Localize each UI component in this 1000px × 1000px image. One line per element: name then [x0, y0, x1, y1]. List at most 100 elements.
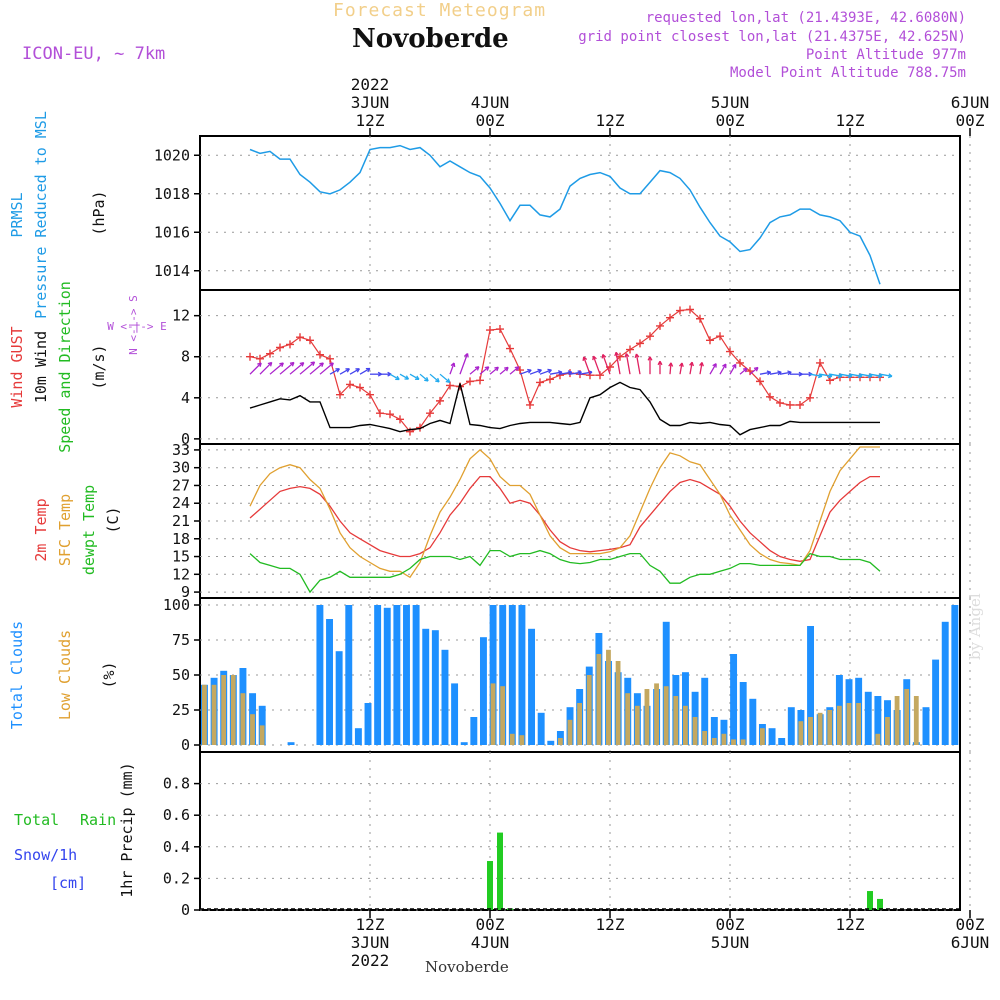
wind-arrow [839, 373, 853, 377]
low-cloud-bar [654, 683, 659, 745]
low-cloud-bar [692, 717, 698, 745]
wind-arrow-head [689, 361, 695, 367]
precip-unit: 1hr Precip (mm) [118, 762, 136, 897]
wind-arrow-head [742, 367, 748, 373]
gust-marker [756, 377, 764, 386]
low-cloud-bar [759, 728, 765, 745]
x-tick-label-top: 12Z [836, 111, 865, 130]
low-cloud-bar [202, 684, 207, 745]
total-cloud-bar [470, 717, 478, 745]
wind-arrow-head [837, 373, 843, 379]
wind-arrow [399, 373, 409, 380]
x-tick-label-bottom: 6JUN [951, 933, 990, 952]
wind-arrow-head [445, 378, 451, 383]
total-cloud-bar [374, 605, 382, 745]
gust-marker [736, 358, 744, 367]
wind-arrow-head [817, 373, 823, 379]
total-cloud-bar [537, 712, 545, 745]
wind-arrow-head [257, 362, 262, 368]
total-label: Total [14, 811, 59, 829]
total-cloud-bar [383, 607, 391, 745]
low-cloud-bar [615, 661, 621, 745]
x-tick-label-bottom: 12Z [356, 915, 385, 934]
gust-marker [486, 326, 494, 335]
wind-arrow [859, 373, 873, 377]
panel-frame [199, 135, 961, 291]
total-cloud-bar [874, 696, 882, 745]
low-cloud-bar [663, 686, 669, 745]
wind-arrow [349, 368, 360, 375]
wind-arrow-head [668, 362, 674, 367]
wind-arrow-head [777, 370, 782, 376]
requested-coords: requested lon,lat (21.4393E, 42.6080N) [645, 10, 966, 26]
low-cloud-bar [230, 675, 236, 745]
wind-label: 10m Wind [32, 331, 50, 403]
gust-marker [726, 347, 734, 356]
wind-arrow [699, 362, 703, 375]
x-tick-label-bottom: 4JUN [471, 933, 510, 952]
wind-arrow [489, 366, 499, 375]
y-tick-label: 27 [172, 476, 190, 494]
gust-marker [646, 332, 654, 341]
low-cloud-bar [798, 721, 804, 745]
wind-speed-dir-label: Speed and Direction [56, 281, 74, 453]
wind-arrow [759, 371, 771, 375]
snow-unit: [cm] [50, 874, 86, 892]
gust-marker [786, 400, 794, 409]
total-cloud-bar [326, 619, 333, 745]
x-tick-label-bottom: 00Z [476, 915, 505, 934]
temp-unit: (C) [104, 506, 122, 533]
low-cloud-bar [711, 738, 717, 745]
wind-arrow [869, 373, 883, 377]
wind-arrow-head [787, 370, 792, 376]
gust-marker [246, 352, 254, 361]
total-cloud-bar [316, 605, 324, 745]
wind-arrow-head [699, 362, 704, 367]
wind-arrow-head [395, 375, 400, 381]
wind-arrow-head [345, 368, 350, 373]
total-cloud-bar [547, 740, 555, 745]
y-tick-label: 18 [172, 530, 190, 548]
gust-marker [356, 383, 364, 392]
wind-arrow-head [504, 366, 509, 372]
wind-arrow-head [514, 366, 520, 371]
wind-arrow [849, 373, 863, 377]
wind-arrow-head [484, 366, 490, 371]
y-tick-label: 15 [172, 548, 190, 566]
total-cloud-bar [701, 677, 709, 745]
y-tick-label: 9 [181, 583, 190, 601]
wind-arrow-head [424, 377, 429, 382]
wind-arrow-head [601, 353, 607, 359]
wind-arrow [829, 373, 843, 377]
total-cloud-bar [710, 717, 718, 745]
x-tick-label-top: 00Z [956, 111, 985, 130]
wind-arrow-head [527, 368, 532, 374]
wind-arrow [689, 362, 693, 375]
wind-arrow [615, 352, 621, 375]
gust-marker [496, 325, 504, 334]
total-cloud-bar [807, 626, 815, 745]
total-cloud-bar [441, 649, 449, 745]
wind-arrow [709, 363, 717, 375]
grid-coords: grid point closest lon,lat (21.4375E, 42… [578, 29, 966, 45]
x-tick-label-top: 4JUN [471, 93, 510, 112]
total-cloud-bar [528, 628, 536, 745]
y-tick-label: 0.8 [163, 775, 190, 793]
wind-arrow [549, 371, 563, 375]
x-tick-label-bottom: 3JUN [351, 933, 390, 952]
total-cloud-bar [864, 691, 872, 745]
y-tick-label: 12 [172, 565, 190, 583]
y-tick-label: 0.6 [163, 806, 190, 824]
low-cloud-bar [577, 703, 582, 745]
low-cloud-bar [885, 717, 890, 745]
gust-marker [326, 354, 334, 363]
total-cloud-bar [662, 621, 670, 745]
wind-arrow [769, 371, 782, 375]
wind-arrow-head [335, 368, 340, 373]
wind-arrow [879, 373, 893, 377]
x-tick-label-bottom: 5JUN [711, 933, 750, 952]
total-cloud-bar [508, 605, 516, 745]
total-cloud-bar [451, 683, 459, 745]
wind-arrow-head [827, 373, 833, 379]
low-cloud-bar [731, 739, 736, 745]
